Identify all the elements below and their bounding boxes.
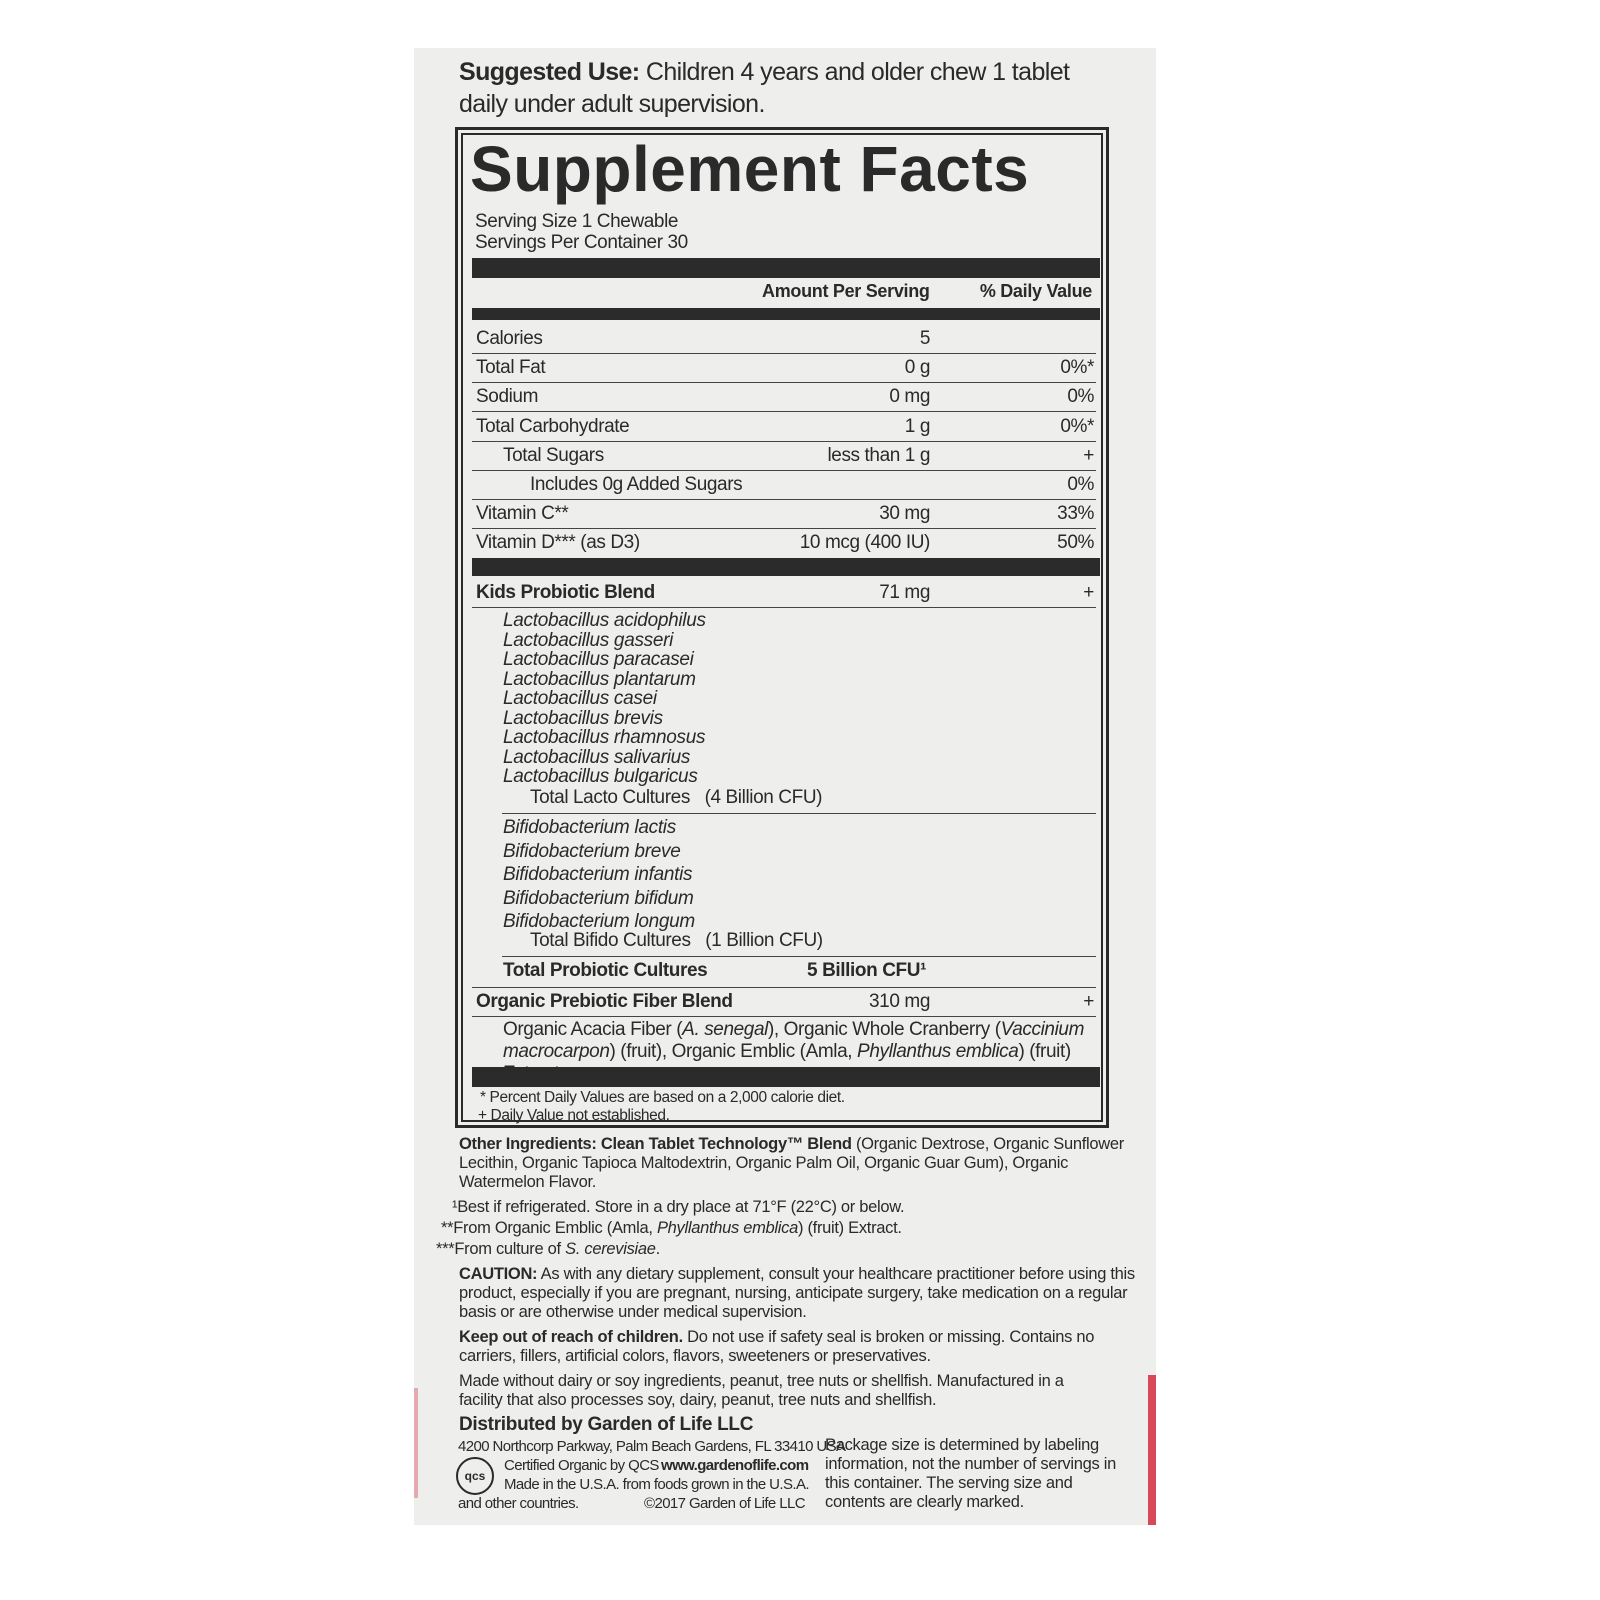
nutrient-amount: 1 g xyxy=(904,415,931,437)
label-panel: Suggested Use: Children 4 years and olde… xyxy=(414,48,1156,1525)
copyright: ©2017 Garden of Life LLC xyxy=(644,1495,806,1512)
nutrient-row: Total Fat 0 g 0%* xyxy=(472,353,1096,384)
nutrient-name: Vitamin C** xyxy=(476,503,569,525)
strain-item: Bifidobacterium lactis xyxy=(503,817,676,838)
package-note: Package size is determined by labeling i… xyxy=(825,1436,1116,1511)
nutrient-row: Total Sugars less than 1 g + xyxy=(472,441,1096,471)
nutrient-row: Sodium 0 mg 0% xyxy=(472,382,1096,413)
strain-item: Lactobacillus paracasei xyxy=(503,649,694,670)
divider xyxy=(502,813,1096,814)
nutrient-name: Total Sugars xyxy=(503,444,604,466)
bifido-list: Bifidobacterium lactis Bifidobacterium br… xyxy=(503,816,695,934)
thick-divider xyxy=(472,558,1100,576)
thick-divider xyxy=(472,258,1100,278)
other-countries: and other countries. xyxy=(458,1495,579,1512)
lacto-list: Lactobacillus acidophilus Lactobacillus g… xyxy=(503,611,706,787)
nutrient-dv: 0%* xyxy=(1060,415,1094,437)
strain-item: Lactobacillus salivarius xyxy=(503,746,691,768)
note-cerevisiae: ***From culture of S. cerevisiae. xyxy=(436,1240,660,1258)
nutrient-amount: 10 mcg (400 IU) xyxy=(799,532,931,554)
nutrient-dv: 0% xyxy=(1067,386,1094,408)
prebiotic-detail: Organic Acacia Fiber (A. senegal), Organ… xyxy=(503,1019,1085,1084)
nutrient-amount: less than 1 g xyxy=(827,444,930,466)
nutrient-row: Vitamin C** 30 mg 33% xyxy=(472,499,1096,530)
strain-item: Lactobacillus casei xyxy=(503,688,657,709)
header-amount: Amount Per Serving xyxy=(762,281,930,301)
nutrient-dv: 0% xyxy=(1067,474,1094,495)
keep-out: Keep out of reach of children. Do not us… xyxy=(459,1328,1095,1365)
strain-item: Bifidobacterium longum xyxy=(503,911,695,932)
lacto-total: Total Lacto Cultures (4 Billion CFU) xyxy=(530,787,823,808)
allergen-statement: Made without dairy or soy ingredients, p… xyxy=(459,1372,1064,1409)
note-refrigerate: ¹Best if refrigerated. Store in a dry pl… xyxy=(452,1198,905,1216)
serving-info: Serving Size 1 Chewable Servings Per Con… xyxy=(475,211,688,253)
distributor-title: Distributed by Garden of Life LLC xyxy=(459,1414,754,1435)
caution: CAUTION: As with any dietary supplement,… xyxy=(459,1265,1135,1321)
nutrient-amount: 30 mg xyxy=(879,503,930,525)
thick-divider xyxy=(472,1067,1100,1087)
footnote-plus: + Daily Value not established. xyxy=(478,1107,670,1124)
address: 4200 Northcorp Parkway, Palm Beach Garde… xyxy=(458,1438,846,1455)
nutrient-dv: 50% xyxy=(1057,532,1094,554)
note-emblic: **From Organic Emblic (Amla, Phyllanthus… xyxy=(441,1219,902,1237)
other-ingredients: Other Ingredients: Clean Tablet Technolo… xyxy=(459,1135,1124,1191)
suggested-use: Suggested Use: Children 4 years and olde… xyxy=(459,58,1070,118)
divider xyxy=(502,956,1096,957)
nutrient-name: Calories xyxy=(476,328,543,349)
strain-item: Lactobacillus brevis xyxy=(503,707,663,729)
nutrient-name: Total Fat xyxy=(476,357,546,379)
nutrient-amount: 5 xyxy=(919,328,931,349)
red-edge xyxy=(1148,1375,1156,1525)
qcs-logo: qcs xyxy=(456,1457,494,1495)
total-probiotic-value: 5 Billion CFU¹ xyxy=(807,960,926,981)
strain-item: Lactobacillus rhamnosus xyxy=(503,727,706,748)
strain-item: Lactobacillus bulgaricus xyxy=(503,766,698,787)
nutrient-row: Calories 5 xyxy=(472,324,1096,354)
made-in: Made in the U.S.A. from foods grown in t… xyxy=(504,1476,810,1493)
header-daily-value: % Daily Value xyxy=(979,281,1092,301)
strain-item: Bifidobacterium infantis xyxy=(503,864,693,885)
supplement-facts-panel: Supplement Facts Serving Size 1 Chewable… xyxy=(455,127,1109,1128)
nutrient-name: Sodium xyxy=(476,386,539,408)
strain-item: Lactobacillus plantarum xyxy=(503,668,696,690)
nutrient-amount: 0 g xyxy=(904,357,931,379)
pink-edge xyxy=(414,1388,418,1498)
website-link[interactable]: www.gardenoflife.com xyxy=(661,1457,809,1474)
thick-divider xyxy=(472,308,1100,320)
nutrient-dv: + xyxy=(1083,444,1094,466)
strain-item: Lactobacillus gasseri xyxy=(503,629,674,651)
nutrient-name: Vitamin D*** (as D3) xyxy=(476,532,640,554)
probiotic-blend-row: Kids Probiotic Blend 71 mg + xyxy=(472,578,1096,608)
nutrient-row: Includes 0g Added Sugars 0% xyxy=(472,470,1096,500)
nutrient-dv: 0%* xyxy=(1060,357,1094,379)
nutrient-row: Vitamin D*** (as D3) 10 mcg (400 IU) 50% xyxy=(472,528,1096,557)
footnote-dv: * Percent Daily Values are based on a 2,… xyxy=(480,1089,845,1106)
nutrient-name: Total Carbohydrate xyxy=(476,415,630,437)
nutrient-dv: 33% xyxy=(1057,503,1094,525)
bifido-total: Total Bifido Cultures (1 Billion CFU) xyxy=(530,930,823,951)
strain-item: Bifidobacterium breve xyxy=(503,840,681,862)
strain-item: Bifidobacterium bifidum xyxy=(503,887,694,909)
strain-item: Lactobacillus acidophilus xyxy=(503,610,706,631)
facts-title: Supplement Facts xyxy=(470,133,1030,205)
prebiotic-blend-row: Organic Prebiotic Fiber Blend 310 mg + xyxy=(472,987,1096,1017)
certified-organic: Certified Organic by QCS xyxy=(504,1457,659,1474)
nutrient-name: Includes 0g Added Sugars xyxy=(530,474,743,495)
total-probiotic-label: Total Probiotic Cultures xyxy=(503,960,708,981)
nutrient-amount: 0 mg xyxy=(889,386,930,408)
nutrient-row: Total Carbohydrate 1 g 0%* xyxy=(472,412,1096,442)
